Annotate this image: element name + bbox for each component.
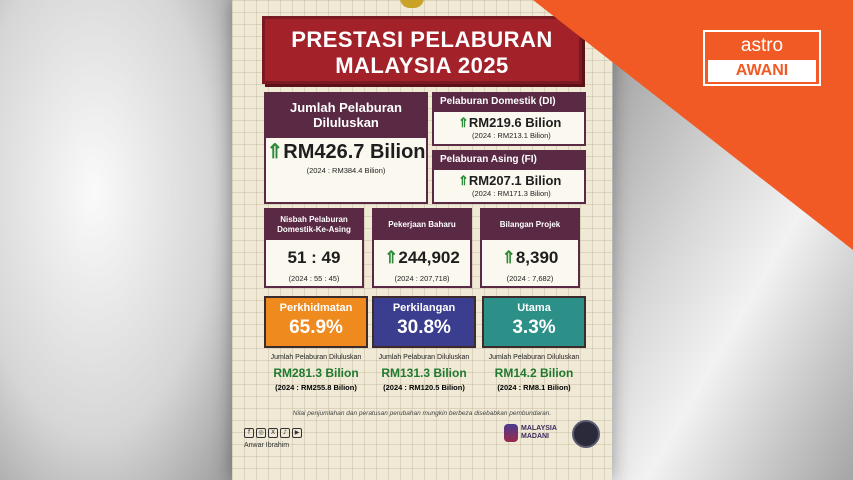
ratio-value: 51 : 49 [287, 248, 341, 267]
projects-card: Bilangan Projek ⇑8,390 (2024 : 7,682) [480, 208, 580, 288]
projects-amount: 8,390 [515, 248, 559, 267]
title-line-2: MALAYSIA 2025 [335, 53, 509, 78]
sector-prev: (2024 : RM120.5 Bilion) [383, 383, 465, 392]
instagram-icon[interactable]: ◎ [256, 428, 266, 438]
government-seal-icon [572, 420, 600, 448]
foreign-investment-card: Pelaburan Asing (FI) ⇑RM207.1 Bilion (20… [432, 150, 586, 204]
projects-value: ⇑8,390 [482, 248, 578, 268]
total-investment-heading: Jumlah Pelaburan Diluluskan [266, 94, 426, 138]
title-line-1: PRESTASI PELABURAN [291, 27, 553, 52]
domestic-investment-prev: (2024 : RM213.1 Bilion) [472, 131, 551, 140]
sector-percent: 30.8% [397, 317, 451, 338]
tiktok-icon[interactable]: ♪ [280, 428, 290, 438]
youtube-icon[interactable]: ▶ [292, 428, 302, 438]
sector-manufacturing-box: Perkilangan 30.8% [372, 296, 476, 348]
logo-astro-text: astro [740, 35, 784, 56]
logo-awani-text: AWANI [708, 60, 816, 82]
sector-percent: 3.3% [512, 317, 556, 338]
sector-manufacturing: Perkilangan 30.8% Jumlah Pelaburan Dilul… [372, 296, 476, 392]
foreign-investment-amount: RM207.1 Bilion [468, 173, 562, 188]
sector-primary: Utama 3.3% Jumlah Pelaburan Diluluskan R… [482, 296, 586, 392]
astro-awani-logo: astro AWANI [703, 30, 821, 86]
jobs-heading: Pekerjaan Baharu [374, 210, 470, 240]
jobs-amount: 244,902 [398, 248, 460, 267]
rounding-note: Nilai penjumlahan dan peratusan perubaha… [292, 410, 552, 417]
sector-name: Utama [517, 302, 551, 314]
total-investment-value: ⇑RM426.7 Bilion [266, 142, 426, 162]
crest-icon [400, 0, 424, 8]
sector-amount: RM14.2 Bilion [494, 366, 574, 380]
up-arrow-icon: ⇑ [266, 141, 284, 163]
sector-label: Jumlah Pelaburan Diluluskan [378, 354, 470, 361]
domestic-investment-value: ⇑RM219.6 Bilion [434, 115, 584, 131]
madani-line-1: MALAYSIA [521, 425, 557, 432]
sector-label: Jumlah Pelaburan Diluluskan [488, 354, 580, 361]
domestic-investment-amount: RM219.6 Bilion [468, 115, 562, 130]
sector-amount: RM281.3 Bilion [273, 366, 359, 380]
projects-heading: Bilangan Projek [482, 210, 578, 240]
sector-services-box: Perkhidmatan 65.9% [264, 296, 368, 348]
sector-name: Perkilangan [392, 302, 456, 314]
jobs-value: ⇑244,902 [374, 248, 470, 268]
up-arrow-icon: ⇑ [458, 115, 469, 130]
total-investment-amount: RM426.7 Bilion [283, 141, 426, 163]
poster-title: PRESTASI PELABURAN MALAYSIA 2025 [262, 16, 582, 84]
sector-amount: RM131.3 Bilion [381, 366, 467, 380]
domestic-investment-card: Pelaburan Domestik (DI) ⇑RM219.6 Bilion … [432, 92, 586, 146]
sector-services: Perkhidmatan 65.9% Jumlah Pelaburan Dilu… [264, 296, 368, 392]
sector-primary-box: Utama 3.3% [482, 296, 586, 348]
background-left [0, 0, 235, 480]
domestic-investment-heading: Pelaburan Domestik (DI) [434, 94, 584, 112]
x-icon[interactable]: X [268, 428, 278, 438]
malaysia-madani-logo: MALAYSIA MADANI [504, 424, 557, 442]
ratio-heading: Nisbah Pelaburan Domestik-Ke-Asing [266, 210, 362, 240]
infographic-poster: PRESTASI PELABURAN MALAYSIA 2025 Jumlah … [232, 0, 612, 480]
sector-prev: (2024 : RM8.1 Bilion) [497, 383, 571, 392]
sector-prev: (2024 : RM255.8 Bilion) [275, 383, 357, 392]
total-investment-card: Jumlah Pelaburan Diluluskan ⇑RM426.7 Bil… [264, 92, 428, 204]
madani-mark-icon [504, 424, 518, 442]
up-arrow-icon: ⇑ [384, 248, 399, 267]
author-handle: Anwar Ibrahim [244, 442, 290, 449]
foreign-investment-heading: Pelaburan Asing (FI) [434, 152, 584, 170]
sector-percent: 65.9% [289, 317, 343, 338]
social-icons: f ◎ X ♪ ▶ [244, 428, 302, 438]
ratio-prev: (2024 : 55 : 45) [288, 274, 340, 283]
jobs-card: Pekerjaan Baharu ⇑244,902 (2024 : 207,71… [372, 208, 472, 288]
facebook-icon[interactable]: f [244, 428, 254, 438]
foreign-investment-prev: (2024 : RM171.3 Bilion) [472, 189, 551, 198]
ratio-card: Nisbah Pelaburan Domestik-Ke-Asing 51 : … [264, 208, 364, 288]
total-investment-prev: (2024 : RM384.4 Bilion) [306, 166, 386, 175]
foreign-investment-value: ⇑RM207.1 Bilion [434, 173, 584, 189]
jobs-prev: (2024 : 207,718) [394, 274, 450, 283]
up-arrow-icon: ⇑ [501, 248, 516, 267]
up-arrow-icon: ⇑ [458, 173, 469, 188]
sector-name: Perkhidmatan [279, 302, 353, 314]
projects-prev: (2024 : 7,682) [506, 274, 554, 283]
sector-label: Jumlah Pelaburan Diluluskan [270, 354, 362, 361]
madani-line-2: MADANI [521, 433, 549, 440]
